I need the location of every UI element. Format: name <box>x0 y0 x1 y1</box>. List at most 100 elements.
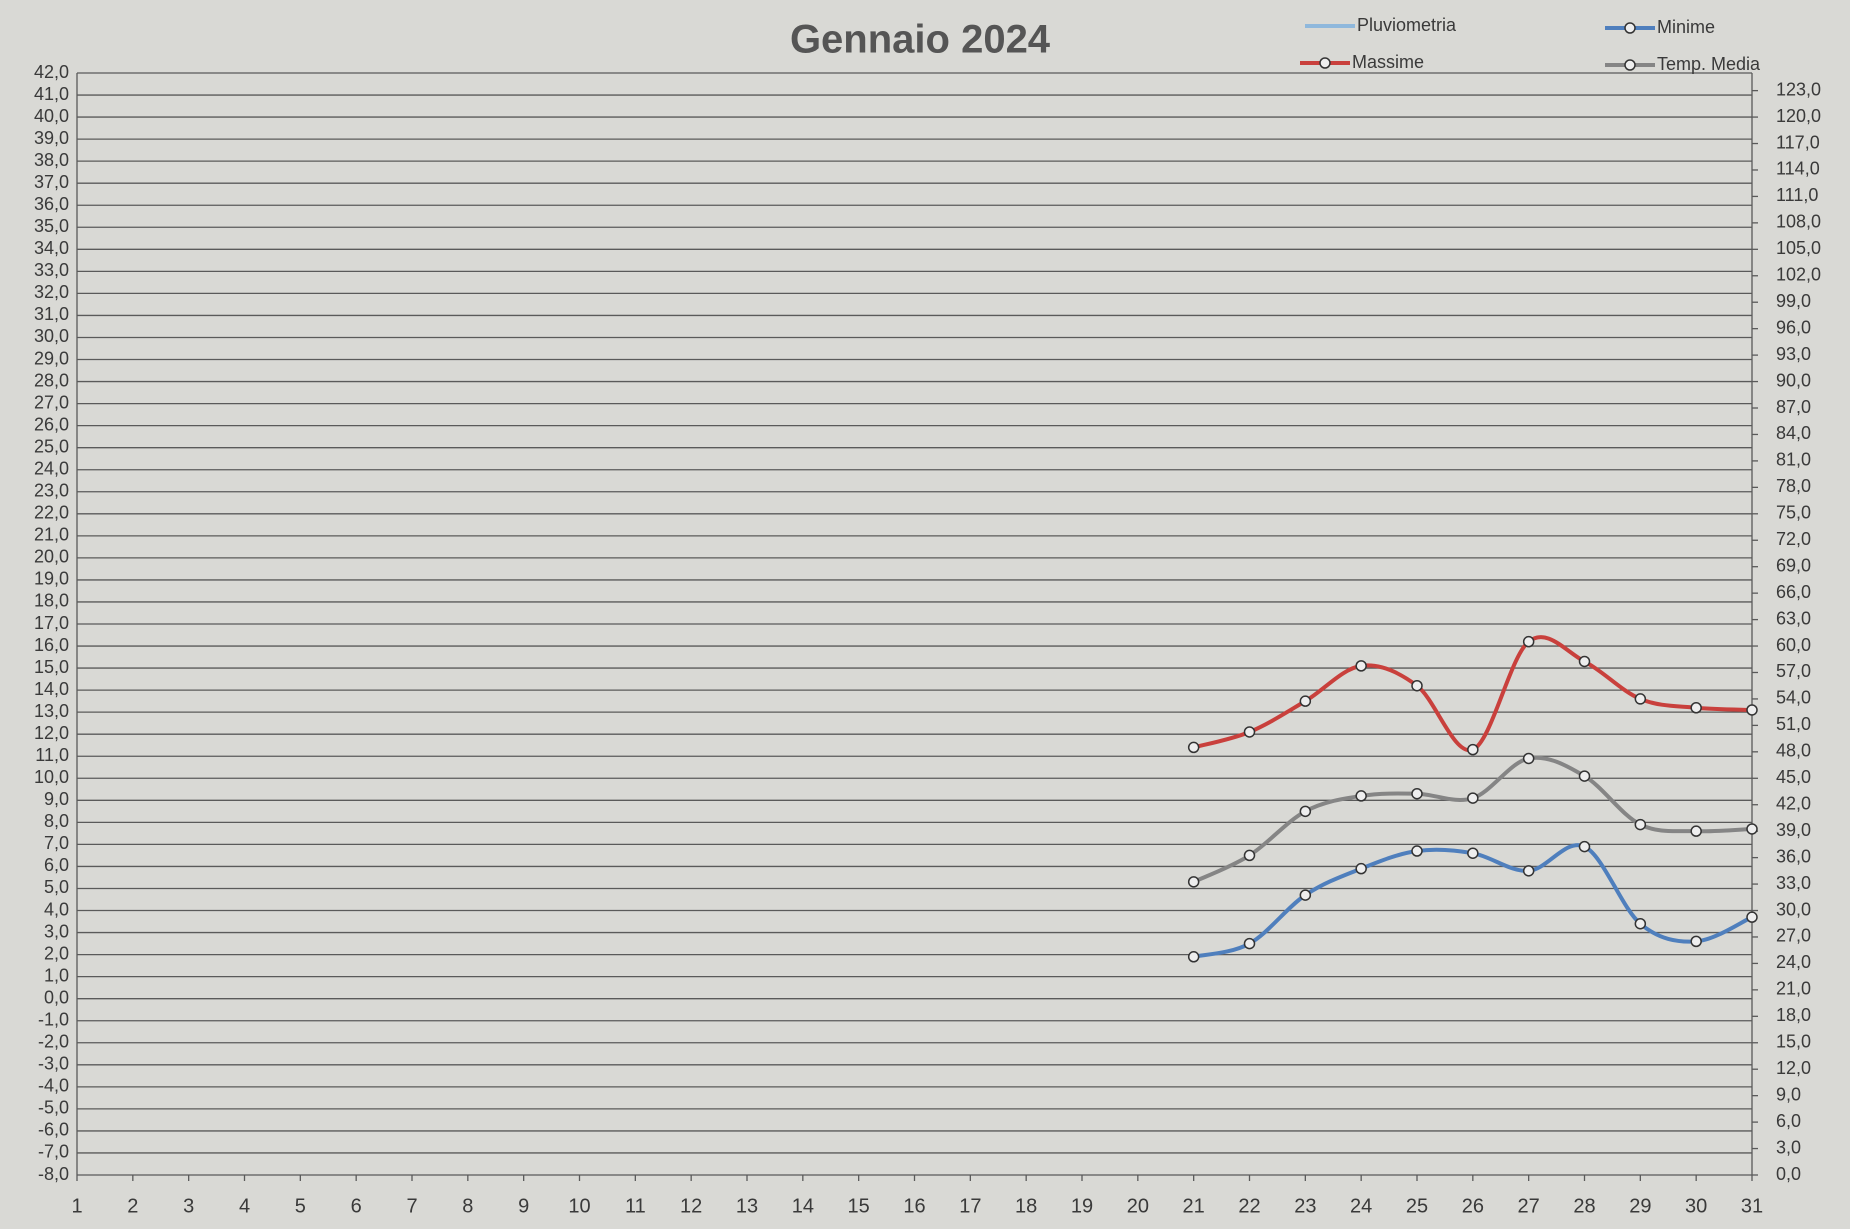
x-tick-label: 10 <box>568 1195 590 1217</box>
point <box>1634 818 1647 831</box>
point <box>1690 935 1702 948</box>
y2-tick-label: 123,0 <box>1776 79 1821 99</box>
y-tick-label: -8,0 <box>38 1164 69 1184</box>
point <box>1578 840 1591 853</box>
point <box>1411 845 1423 857</box>
y-tick-label: 30,0 <box>34 326 69 346</box>
y-tick-label: 31,0 <box>34 304 69 324</box>
y2-tick-label: 24,0 <box>1776 952 1811 972</box>
legend-label: Temp. Media <box>1657 54 1761 74</box>
y-tick-label: 14,0 <box>34 679 69 699</box>
y-tick-label: 4,0 <box>44 899 69 919</box>
y-tick-label: -3,0 <box>38 1054 69 1074</box>
x-tick-label: 17 <box>959 1195 981 1217</box>
y2-tick-label: 36,0 <box>1776 846 1811 866</box>
x-tick-label: 4 <box>239 1195 250 1217</box>
y2-tick-label: 48,0 <box>1776 741 1811 761</box>
y2-tick-label: 102,0 <box>1776 265 1821 285</box>
y-tick-label: 36,0 <box>34 194 69 214</box>
x-tick-label: 28 <box>1573 1195 1595 1217</box>
point <box>1187 876 1200 888</box>
y2-tick-label: 54,0 <box>1776 688 1811 708</box>
x-tick-label: 16 <box>903 1195 925 1217</box>
chart-title: Gennaio 2024 <box>790 18 1051 62</box>
x-tick-label: 22 <box>1238 1195 1260 1217</box>
x-tick-label: 1 <box>71 1195 82 1217</box>
x-tick-label: 13 <box>736 1195 758 1217</box>
y-tick-label: 11,0 <box>35 745 69 765</box>
y2-tick-label: 108,0 <box>1776 212 1821 232</box>
point <box>1355 862 1367 875</box>
x-tick-label: 20 <box>1127 1195 1149 1217</box>
y-tick-label: 1,0 <box>44 965 69 985</box>
y-tick-label: -5,0 <box>38 1098 69 1118</box>
y2-tick-label: 18,0 <box>1776 1005 1811 1025</box>
y-tick-label: -4,0 <box>38 1076 69 1096</box>
point <box>1467 743 1479 756</box>
y2-tick-label: 33,0 <box>1776 873 1811 893</box>
point <box>1522 865 1535 877</box>
y2-tick-label: 93,0 <box>1776 344 1811 364</box>
x-tick-label: 24 <box>1350 1195 1372 1217</box>
y2-tick-label: 27,0 <box>1776 926 1811 946</box>
point <box>1746 704 1758 716</box>
y2-tick-label: 63,0 <box>1776 608 1811 628</box>
y2-tick-label: 51,0 <box>1776 714 1811 734</box>
y2-tick-label: 60,0 <box>1776 635 1811 655</box>
x-tick-label: 6 <box>351 1195 362 1217</box>
y-tick-label: 39,0 <box>34 128 69 148</box>
y-tick-label: 40,0 <box>34 106 69 126</box>
y-tick-label: 32,0 <box>34 282 69 302</box>
x-tick-label: 29 <box>1629 1195 1651 1217</box>
y-tick-label: 26,0 <box>34 414 69 434</box>
y-tick-label: 24,0 <box>34 458 69 478</box>
x-tick-label: 30 <box>1685 1195 1707 1217</box>
y2-tick-label: 15,0 <box>1776 1032 1811 1052</box>
y-tick-label: -2,0 <box>38 1032 69 1052</box>
y-tick-label: 17,0 <box>34 613 69 633</box>
x-tick-label: 21 <box>1183 1195 1205 1217</box>
y2-tick-label: 78,0 <box>1776 476 1811 496</box>
y2-tick-label: 114,0 <box>1776 159 1820 179</box>
x-tick-label: 18 <box>1015 1195 1037 1217</box>
y2-tick-label: 69,0 <box>1776 555 1811 575</box>
point <box>1187 741 1200 754</box>
x-tick-label: 5 <box>295 1195 306 1217</box>
y-tick-label: 15,0 <box>34 657 69 677</box>
point <box>1746 823 1758 835</box>
y2-tick-label: 6,0 <box>1776 1111 1801 1131</box>
y-tick-label: 18,0 <box>34 591 69 611</box>
point <box>1187 951 1200 963</box>
y2-tick-label: 90,0 <box>1776 370 1811 390</box>
x-tick-label: 15 <box>848 1195 870 1217</box>
point <box>1522 635 1535 648</box>
y2-tick-label: 117,0 <box>1776 132 1820 152</box>
y-tick-label: -6,0 <box>38 1120 69 1140</box>
y2-tick-label: 120,0 <box>1776 106 1821 126</box>
y-tick-label: 41,0 <box>34 84 69 104</box>
x-tick-label: 3 <box>183 1195 194 1217</box>
y-tick-label: 13,0 <box>34 701 69 721</box>
y-tick-label: 42,0 <box>34 62 69 82</box>
point <box>1578 655 1591 668</box>
y2-tick-label: 3,0 <box>1776 1137 1801 1157</box>
x-tick-label: 8 <box>462 1195 473 1217</box>
legend-marker <box>1624 22 1636 34</box>
y-tick-label: 8,0 <box>44 811 69 831</box>
y-tick-label: 19,0 <box>34 569 69 589</box>
point <box>1467 792 1479 804</box>
y-tick-label: 16,0 <box>34 635 69 655</box>
y-tick-label: 20,0 <box>34 547 69 567</box>
x-tick-label: 7 <box>406 1195 417 1217</box>
y2-tick-label: 105,0 <box>1776 238 1821 258</box>
x-tick-label: 19 <box>1071 1195 1093 1217</box>
y-tick-label: 3,0 <box>44 921 69 941</box>
y2-tick-label: 21,0 <box>1776 979 1811 999</box>
y2-tick-label: 111,0 <box>1776 185 1818 205</box>
y-tick-label: 22,0 <box>34 503 69 523</box>
x-tick-label: 14 <box>792 1195 814 1217</box>
point <box>1411 787 1423 800</box>
y2-tick-label: 75,0 <box>1776 503 1811 523</box>
point <box>1578 770 1591 782</box>
y-tick-label: 38,0 <box>34 150 69 170</box>
